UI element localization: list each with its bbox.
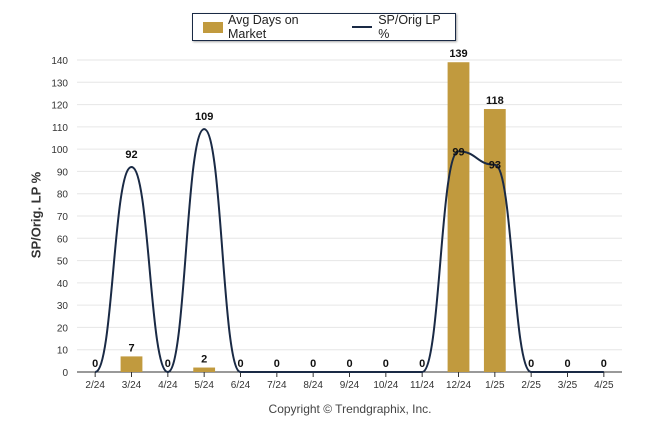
bar-data-label: 0: [601, 358, 607, 370]
x-tick-label: 4/24: [158, 380, 178, 391]
y-tick-label: 60: [57, 234, 69, 245]
x-tick-label: 8/24: [303, 380, 323, 391]
bar-data-label: 0: [564, 358, 570, 370]
x-tick-label: 11/24: [410, 380, 435, 391]
legend-bar-swatch: [203, 21, 223, 33]
legend-line-swatch: [352, 26, 373, 28]
y-tick-label: 130: [51, 78, 68, 89]
bar-data-label: 118: [486, 95, 504, 107]
y-tick-label: 20: [57, 323, 69, 334]
y-tick-label: 0: [62, 368, 68, 379]
copyright-text: Copyright © Trendgraphix, Inc.: [268, 402, 432, 416]
y-tick-label: 10: [57, 346, 69, 357]
x-tick-label: 7/24: [267, 380, 287, 391]
x-tick-label: 2/25: [521, 380, 541, 391]
legend-item-line: SP/Orig LP %: [340, 13, 455, 41]
y-tick-label: 30: [57, 301, 69, 312]
y-tick-label: 140: [51, 56, 68, 67]
bar-data-label: 7: [128, 342, 134, 354]
bar-data-label: 0: [274, 358, 280, 370]
legend-line-label: SP/Orig LP %: [378, 13, 441, 41]
bar-data-label: 139: [449, 48, 467, 60]
line-data-label: 109: [195, 111, 213, 123]
line-data-label: 92: [125, 149, 137, 161]
bar-data-label: 0: [165, 358, 171, 370]
x-tick-label: 1/25: [485, 380, 505, 391]
y-tick-label: 100: [51, 145, 68, 156]
y-tick-label: 120: [51, 101, 68, 112]
x-tick-label: 10/24: [373, 380, 398, 391]
y-tick-label: 80: [57, 190, 69, 201]
bar: [447, 62, 470, 372]
x-tick-label: 3/24: [122, 380, 142, 391]
x-tick-label: 3/25: [558, 380, 578, 391]
x-tick-label: 4/25: [594, 380, 614, 391]
bar-data-label: 0: [346, 358, 352, 370]
legend-bar-label: Avg Days on Market: [227, 13, 299, 41]
bar: [193, 367, 216, 372]
bar-data-label: 0: [528, 358, 534, 370]
bar-data-label: 0: [383, 358, 389, 370]
y-tick-label: 110: [52, 123, 68, 134]
line-data-label: 93: [489, 160, 501, 172]
y-tick-label: 90: [57, 167, 69, 178]
y-tick-label: 70: [57, 212, 69, 223]
y-axis-label: SP/Orig. LP %: [28, 171, 44, 259]
line-series: [94, 128, 604, 374]
bar: [483, 109, 506, 373]
bar-data-label: 0: [310, 358, 316, 370]
x-tick-label: 5/24: [194, 380, 214, 391]
bar-data-label: 0: [419, 358, 425, 370]
y-tick-label: 40: [57, 279, 69, 290]
x-tick-label: 6/24: [231, 380, 251, 391]
bar-data-label: 0: [237, 358, 243, 370]
legend-item-bar: Avg Days on Market: [193, 13, 340, 41]
bar-data-label: 2: [201, 354, 207, 366]
bar: [120, 356, 143, 372]
legend: Avg Days on Market SP/Orig LP %: [192, 13, 456, 41]
x-tick-label: 12/24: [446, 380, 471, 391]
x-tick-label: 2/24: [85, 380, 105, 391]
y-tick-label: 50: [57, 257, 69, 268]
bar-data-label: 0: [92, 358, 98, 370]
line-data-label: 99: [452, 146, 464, 158]
x-tick-label: 9/24: [340, 380, 360, 391]
